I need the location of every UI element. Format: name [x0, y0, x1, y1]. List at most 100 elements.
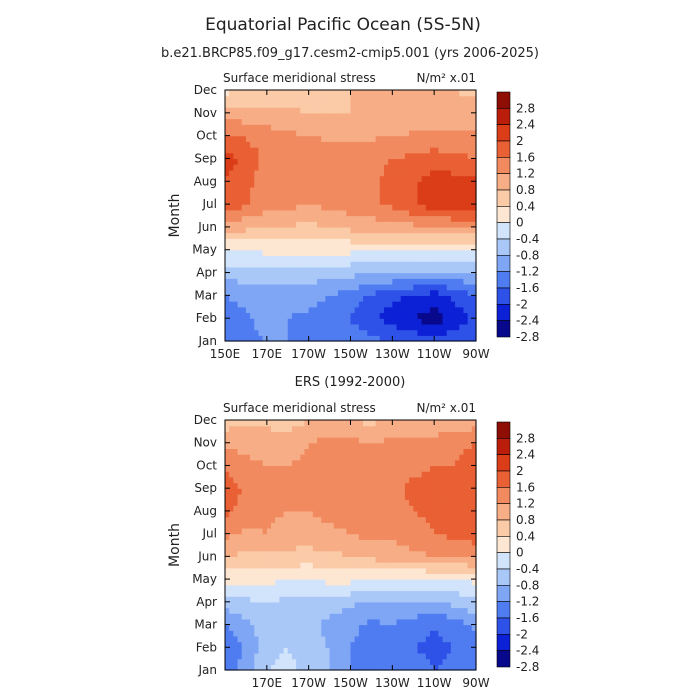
heatmap-cell	[442, 539, 448, 546]
heatmap-cell	[446, 459, 452, 467]
heatmap-cell	[459, 95, 465, 102]
heatmap-cell	[329, 198, 335, 205]
heatmap-cell	[392, 301, 398, 308]
heatmap-cell	[317, 158, 322, 165]
heatmap-cell	[233, 175, 239, 182]
heatmap-cell	[383, 567, 389, 575]
heatmap-cell	[287, 454, 293, 461]
heatmap-cell	[241, 641, 247, 648]
heatmap-cell	[471, 221, 477, 228]
heatmap-cell	[262, 107, 268, 114]
heatmap-cell	[279, 129, 285, 137]
heatmap-cell	[312, 624, 318, 631]
heatmap-cell	[429, 499, 435, 506]
heatmap-cell	[342, 95, 347, 102]
heatmap-cell	[429, 124, 435, 131]
heatmap-cell	[342, 459, 347, 467]
heatmap-cell	[229, 579, 234, 586]
heatmap-cell	[266, 101, 272, 108]
heatmap-cell	[409, 209, 414, 217]
heatmap-cell	[350, 129, 356, 137]
heatmap-cell	[262, 169, 268, 177]
heatmap-cell	[262, 635, 268, 643]
y-tick-label: Apr	[196, 266, 217, 280]
heatmap-cell	[450, 124, 456, 131]
heatmap-cell	[467, 249, 473, 257]
heatmap-cell	[459, 539, 465, 546]
heatmap-cell	[312, 573, 318, 580]
heatmap-cell	[388, 318, 393, 325]
heatmap-cell	[354, 630, 360, 637]
heatmap-cell	[229, 244, 234, 251]
heatmap-cell	[258, 198, 264, 205]
heatmap-cell	[271, 306, 276, 314]
heatmap-cell	[254, 289, 260, 296]
heatmap-cell	[375, 244, 381, 251]
heatmap-cell	[254, 579, 260, 586]
heatmap-cell	[233, 459, 239, 467]
heatmap-cell	[337, 635, 343, 643]
heatmap-cell	[258, 118, 264, 125]
heatmap-cell	[371, 550, 377, 557]
heatmap-cell	[346, 192, 352, 199]
heatmap-cell	[383, 658, 389, 665]
heatmap-cell	[417, 601, 423, 609]
heatmap-cell	[325, 471, 331, 478]
heatmap-cell	[346, 118, 352, 125]
heatmap-cell	[254, 90, 260, 97]
heatmap-cell	[350, 192, 356, 199]
heatmap-cell	[283, 323, 289, 331]
heatmap-cell	[467, 204, 473, 211]
heatmap-cell	[325, 493, 331, 501]
heatmap-cell	[275, 658, 280, 665]
heatmap-cell	[308, 129, 314, 137]
heatmap-cell	[325, 482, 331, 489]
heatmap-cell	[367, 550, 373, 557]
heatmap-cell	[425, 641, 431, 648]
heatmap-cell	[250, 152, 255, 160]
heatmap-cell	[317, 335, 322, 342]
heatmap-cell	[279, 95, 285, 102]
heatmap-cell	[417, 266, 423, 274]
heatmap-cell	[254, 283, 260, 291]
heatmap-cell	[383, 465, 389, 472]
heatmap-cell	[258, 584, 264, 592]
heatmap-cell	[455, 596, 460, 603]
heatmap-cell	[392, 482, 398, 489]
heatmap-cell	[275, 545, 280, 552]
heatmap-cell	[300, 186, 306, 194]
heatmap-cell	[279, 607, 285, 614]
heatmap-cell	[392, 465, 398, 472]
heatmap-cell	[413, 459, 419, 467]
heatmap-cell	[229, 95, 234, 102]
heatmap-cell	[237, 124, 243, 131]
heatmap-cell	[375, 522, 381, 529]
heatmap-cell	[409, 101, 414, 108]
heatmap-cell	[237, 135, 243, 142]
heatmap-cell	[358, 465, 364, 472]
heatmap-cell	[417, 607, 423, 614]
heatmap-cell	[321, 533, 326, 540]
colorbar-label: -1.6	[516, 281, 539, 295]
heatmap-cell	[455, 192, 460, 199]
heatmap-cell	[459, 510, 465, 518]
heatmap-cell	[321, 624, 326, 631]
heatmap-cell	[250, 169, 255, 177]
heatmap-cell	[233, 567, 239, 575]
heatmap-cell	[429, 249, 435, 257]
heatmap-cell	[358, 204, 364, 211]
heatmap-cell	[429, 630, 435, 637]
heatmap-cell	[342, 533, 347, 540]
heatmap-cell	[254, 658, 260, 665]
heatmap-cell	[254, 318, 260, 325]
heatmap-cell	[342, 590, 347, 597]
heatmap-cell	[337, 567, 343, 575]
heatmap-cell	[400, 181, 406, 188]
heatmap-cell	[308, 454, 314, 461]
heatmap-cell	[459, 584, 465, 592]
heatmap-cell	[358, 539, 364, 546]
heatmap-cell	[337, 181, 343, 188]
heatmap-cell	[291, 266, 297, 274]
heatmap-cell	[459, 301, 465, 308]
heatmap-cell	[471, 607, 477, 614]
